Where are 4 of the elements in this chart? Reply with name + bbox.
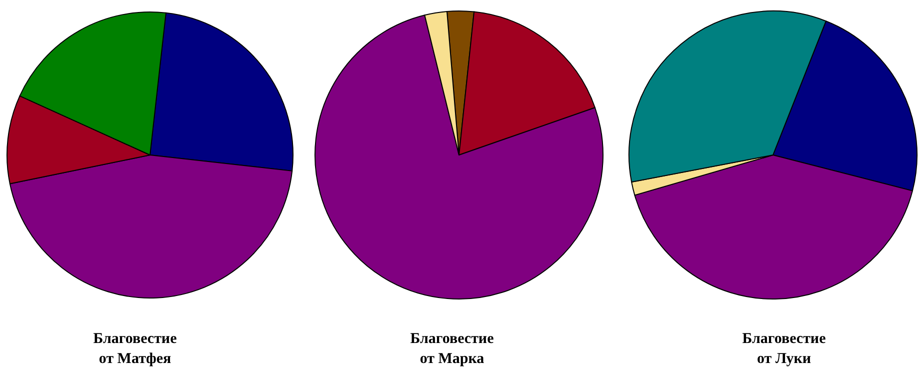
pie-slice (314, 14, 604, 300)
text: Благовестие от Луки (742, 331, 826, 367)
text: Благовестие от Марка (410, 331, 494, 367)
text: Благовестие от Матфея (93, 331, 178, 367)
